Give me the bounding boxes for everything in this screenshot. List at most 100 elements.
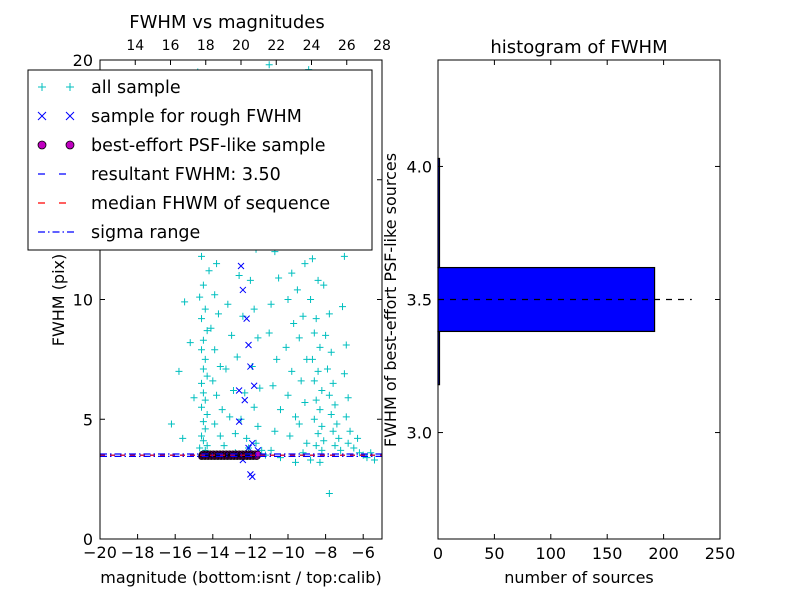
y-tick-label: 4.0 xyxy=(407,157,432,176)
all-sample-point xyxy=(346,427,354,435)
rough-sample-point xyxy=(247,363,254,370)
all-sample-point xyxy=(267,300,275,308)
all-sample-point xyxy=(335,434,343,442)
scatter-y-label: FWHM (pix) xyxy=(49,254,68,347)
legend-x-marker xyxy=(65,111,75,121)
rough-sample-point xyxy=(245,341,252,349)
legend-item: sample for rough FWHM xyxy=(37,107,302,127)
all-sample-point xyxy=(214,310,222,318)
all-sample-point xyxy=(322,331,330,339)
all-sample-point xyxy=(199,418,207,426)
all-sample-point xyxy=(233,353,241,361)
histogram-title: histogram of FWHM xyxy=(490,37,667,58)
top-tick-label: 14 xyxy=(126,38,144,54)
all-sample-point xyxy=(216,432,224,440)
all-sample-point xyxy=(205,267,213,275)
all-sample-point xyxy=(310,329,318,337)
all-sample-point xyxy=(229,387,237,395)
all-sample-point xyxy=(199,389,207,397)
all-sample-point xyxy=(293,286,301,294)
y-tick-label: 3.5 xyxy=(407,291,432,310)
rough-sample-point xyxy=(243,315,250,323)
rough-sample-point xyxy=(250,382,258,390)
legend-item: all sample xyxy=(38,78,181,98)
all-sample-point xyxy=(363,454,371,462)
all-sample-point xyxy=(308,355,316,363)
all-sample-point xyxy=(199,336,207,344)
all-sample-point xyxy=(329,379,337,387)
y-tick-label: 3.0 xyxy=(407,424,432,443)
x-tick-label: 100 xyxy=(536,544,567,563)
all-sample-point xyxy=(207,324,215,332)
all-sample-point xyxy=(320,437,328,445)
all-sample-point xyxy=(276,406,284,414)
all-sample-point xyxy=(201,305,209,313)
histogram-x-label: number of sources xyxy=(504,568,654,587)
top-tick-label: 22 xyxy=(267,38,285,54)
all-sample-point xyxy=(355,449,363,457)
all-sample-point xyxy=(209,377,217,385)
all-sample-point xyxy=(179,434,187,442)
all-sample-point xyxy=(201,396,209,404)
all-sample-point xyxy=(203,372,211,380)
x-tick-label: −10 xyxy=(271,543,305,562)
all-sample-point xyxy=(198,432,206,440)
all-sample-point xyxy=(284,296,292,303)
all-sample-point xyxy=(231,430,239,438)
all-sample-point xyxy=(199,281,207,289)
all-sample-point xyxy=(297,377,305,385)
all-sample-point xyxy=(275,274,283,282)
scatter-x-ticks: −20 −18 −16 −14 −12 −10 −8 −6 xyxy=(83,534,375,562)
all-sample-point xyxy=(252,439,260,447)
all-sample-point xyxy=(196,293,204,301)
all-sample-point xyxy=(216,363,224,371)
all-sample-point xyxy=(307,456,315,464)
all-sample-point xyxy=(288,367,296,375)
all-sample-point xyxy=(181,298,189,306)
scatter-title: FWHM vs magnitudes xyxy=(129,12,324,33)
all-sample-point xyxy=(301,260,309,268)
all-sample-point xyxy=(284,391,292,399)
all-sample-point xyxy=(226,413,234,421)
all-sample-point xyxy=(292,458,300,466)
top-tick-label: 24 xyxy=(303,38,321,54)
scatter-panel: FWHM vs magnitudes −20 −18 −16 −14 −12 −10 −8−… xyxy=(27,12,391,587)
all-sample-point xyxy=(282,343,290,351)
legend-x-marker xyxy=(37,111,47,121)
all-sample-point xyxy=(265,329,273,337)
scatter-top-ticks: 14 16 18 20 22 24 26 28 xyxy=(126,38,391,65)
legend-label: sigma range xyxy=(91,223,200,243)
scatter-reference-lines xyxy=(100,453,382,457)
all-sample-point xyxy=(243,434,251,442)
all-sample-point xyxy=(327,410,335,418)
all-sample-point xyxy=(318,422,326,430)
scatter-x-label: magnitude (bottom:isnt / top:calib) xyxy=(100,568,381,587)
rough-sample-point xyxy=(237,262,245,270)
x-tick-label: 200 xyxy=(648,544,679,563)
top-tick-label: 16 xyxy=(162,38,180,54)
all-sample-point xyxy=(350,444,358,452)
all-sample-point xyxy=(314,367,322,375)
all-sample-point xyxy=(196,444,204,452)
legend-label: sample for rough FWHM xyxy=(91,107,302,127)
legend-label: all sample xyxy=(91,78,181,98)
all-sample-point xyxy=(340,370,348,378)
all-sample-point xyxy=(224,300,232,308)
y-tick-label: 5 xyxy=(83,410,93,429)
all-sample-point xyxy=(299,312,307,320)
all-sample-point xyxy=(201,425,209,433)
rough-sample-point xyxy=(248,473,256,481)
y-tick-label: 20 xyxy=(73,51,93,70)
top-tick-label: 20 xyxy=(232,38,250,54)
all-sample-point xyxy=(203,327,211,335)
all-sample-point xyxy=(186,339,194,347)
all-sample-point xyxy=(198,315,206,323)
all-sample-point xyxy=(312,315,320,323)
legend-plus-marker xyxy=(66,83,74,91)
histogram-panel: histogram of FWHM 0 50 100 150 200 250 3.0 3.5… xyxy=(381,37,735,587)
x-tick-label: −8 xyxy=(314,543,338,562)
legend-label: resultant FWHM: 3.50 xyxy=(91,165,281,185)
all-sample-point xyxy=(250,305,258,313)
all-sample-point xyxy=(344,439,352,447)
all-sample-point xyxy=(201,355,209,363)
